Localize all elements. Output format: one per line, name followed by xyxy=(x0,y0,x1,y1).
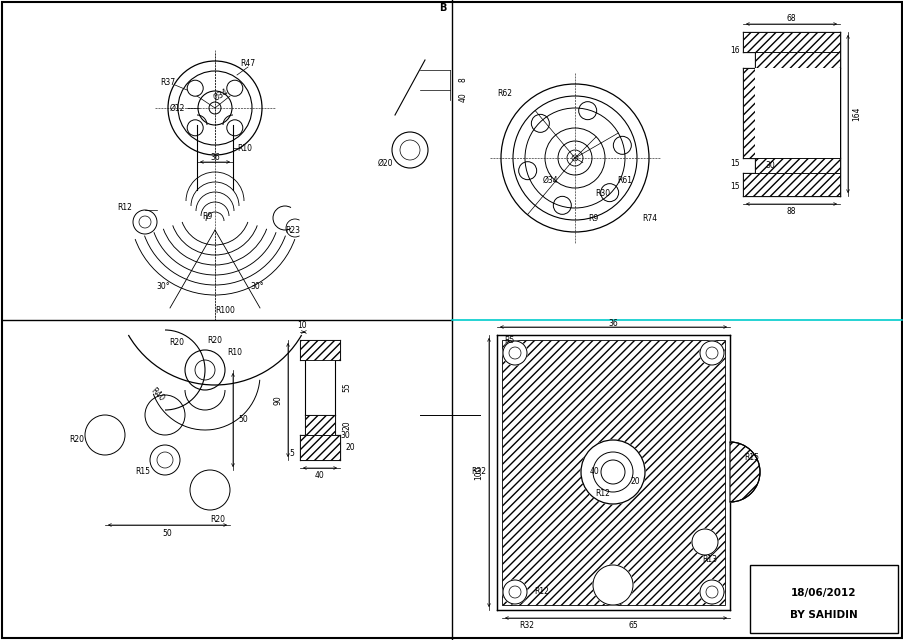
Circle shape xyxy=(508,586,520,598)
Text: R5: R5 xyxy=(503,335,514,344)
Text: Ø20: Ø20 xyxy=(377,159,392,168)
Circle shape xyxy=(502,580,526,604)
Text: 20: 20 xyxy=(342,420,351,430)
Text: R10: R10 xyxy=(228,348,242,356)
Polygon shape xyxy=(730,442,759,502)
Text: 40: 40 xyxy=(458,92,467,102)
Text: B: B xyxy=(439,3,446,13)
Text: R9: R9 xyxy=(587,214,598,223)
Text: 10: 10 xyxy=(297,321,307,330)
Text: 30: 30 xyxy=(764,161,774,170)
Text: 8: 8 xyxy=(458,77,467,83)
Text: 5: 5 xyxy=(289,449,294,458)
Text: R32: R32 xyxy=(519,621,534,630)
Text: R20: R20 xyxy=(70,435,84,445)
Bar xyxy=(754,52,839,68)
Text: 164: 164 xyxy=(852,107,861,121)
Circle shape xyxy=(581,440,644,504)
Bar xyxy=(742,68,754,158)
Circle shape xyxy=(699,580,723,604)
Circle shape xyxy=(691,529,717,555)
Text: 55: 55 xyxy=(342,383,351,392)
Circle shape xyxy=(508,347,520,359)
Text: R20: R20 xyxy=(208,335,222,344)
Text: R9: R9 xyxy=(201,211,212,221)
Text: R32: R32 xyxy=(471,467,486,477)
Bar xyxy=(304,415,335,435)
Text: 50: 50 xyxy=(237,415,247,424)
Bar xyxy=(742,32,839,52)
Text: 50: 50 xyxy=(163,529,172,538)
Text: 20: 20 xyxy=(345,443,354,452)
Bar xyxy=(754,68,839,158)
Bar xyxy=(754,158,839,173)
Bar xyxy=(501,340,724,605)
Circle shape xyxy=(705,586,717,598)
Text: 68: 68 xyxy=(786,13,796,22)
Wedge shape xyxy=(730,442,759,502)
Text: 40: 40 xyxy=(590,467,600,477)
Text: Ø34: Ø34 xyxy=(211,87,229,103)
Text: R100: R100 xyxy=(215,305,235,314)
Text: R12: R12 xyxy=(595,490,610,499)
Text: 15: 15 xyxy=(730,159,739,168)
Text: R62: R62 xyxy=(497,88,512,97)
Text: 36: 36 xyxy=(209,152,219,161)
Text: R12: R12 xyxy=(534,588,549,596)
Text: 88: 88 xyxy=(786,207,796,216)
Text: Ø12: Ø12 xyxy=(169,104,184,113)
Text: 18/06/2012: 18/06/2012 xyxy=(790,588,856,598)
Circle shape xyxy=(592,565,632,605)
Text: R13: R13 xyxy=(702,556,717,564)
Circle shape xyxy=(699,341,723,365)
Text: 30°: 30° xyxy=(156,282,170,291)
Text: R30: R30 xyxy=(595,189,610,198)
Text: R20: R20 xyxy=(170,337,184,346)
Text: 16: 16 xyxy=(730,45,739,54)
Bar xyxy=(742,173,839,196)
Text: R74: R74 xyxy=(642,214,656,223)
Text: R15: R15 xyxy=(135,467,150,477)
Text: R61: R61 xyxy=(617,175,632,184)
Bar xyxy=(300,340,340,360)
Text: R12: R12 xyxy=(117,202,133,211)
Text: R20: R20 xyxy=(210,515,225,525)
Text: 65: 65 xyxy=(628,621,638,630)
Text: R10: R10 xyxy=(237,143,252,152)
Bar xyxy=(742,68,754,158)
Text: 20: 20 xyxy=(629,477,639,486)
Text: R23: R23 xyxy=(285,225,300,234)
Text: Ø34: Ø34 xyxy=(542,175,557,184)
Text: R40: R40 xyxy=(148,387,165,404)
Text: 30°: 30° xyxy=(250,282,264,291)
Text: 90: 90 xyxy=(274,395,282,405)
Text: 15: 15 xyxy=(730,182,739,191)
Bar xyxy=(300,435,340,460)
Text: R47: R47 xyxy=(240,58,256,67)
Text: R15: R15 xyxy=(744,452,759,461)
Text: 30: 30 xyxy=(340,431,349,440)
Circle shape xyxy=(705,347,717,359)
Bar xyxy=(749,565,897,633)
Circle shape xyxy=(502,341,526,365)
Text: R37: R37 xyxy=(160,77,175,86)
Text: 36: 36 xyxy=(608,319,618,328)
Text: 40: 40 xyxy=(315,472,324,481)
Text: 100: 100 xyxy=(474,465,483,480)
Text: BY SAHIDIN: BY SAHIDIN xyxy=(789,610,857,620)
